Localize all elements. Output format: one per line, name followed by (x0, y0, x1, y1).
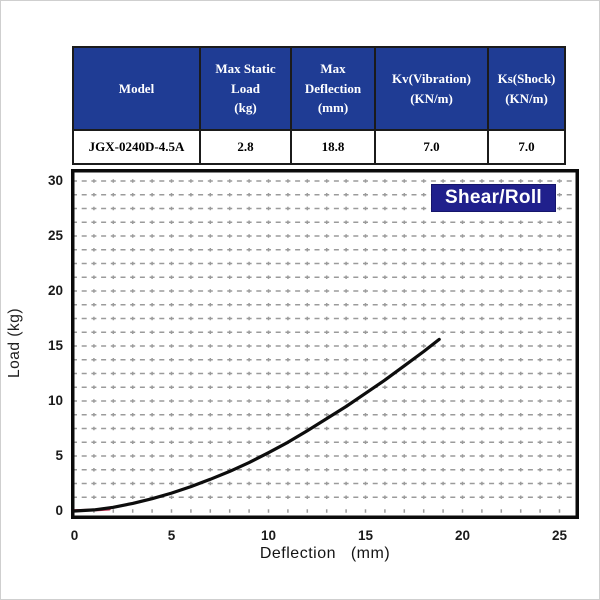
y-tick-label: 25 (47, 228, 63, 243)
shear-roll-badge-label: Shear/Roll (445, 187, 542, 208)
x-tick-label: 15 (357, 528, 374, 543)
y-tick-label: 0 (55, 503, 63, 518)
x-axis-title: Deflection (mm) (259, 545, 391, 562)
x-tick-label: 25 (551, 528, 568, 543)
load-deflection-curve (72, 337, 441, 513)
spec-cell-max-deflection: 18.8 (290, 129, 376, 165)
spec-table-header-row: Model Max Static Load (kg) Max Deflectio… (72, 46, 566, 131)
spec-cell-model: JGX-0240D-4.5A (72, 129, 201, 165)
x-tick-label: 5 (167, 528, 176, 543)
spec-table-data-row: JGX-0240D-4.5A 2.8 18.8 7.0 7.0 (72, 129, 566, 165)
x-tick-label: 10 (260, 528, 277, 543)
y-tick-label: 15 (47, 338, 63, 353)
plot-area (71, 169, 579, 519)
y-tick-label: 30 (47, 173, 63, 188)
spec-cell-kv-vibration: 7.0 (374, 129, 489, 165)
y-tick-label: 20 (47, 283, 63, 298)
spec-header-kv-vibration: Kv(Vibration) (KN/m) (374, 46, 489, 131)
spec-cell-max-static-load: 2.8 (199, 129, 292, 165)
spec-header-model: Model (72, 46, 201, 131)
shear-roll-badge: Shear/Roll (431, 184, 556, 212)
spec-header-ks-shock: Ks(Shock) (KN/m) (487, 46, 566, 131)
spec-table: Model Max Static Load (kg) Max Deflectio… (72, 46, 566, 165)
spec-cell-ks-shock: 7.0 (487, 129, 566, 165)
spec-header-max-deflection: Max Deflection (mm) (290, 46, 376, 131)
y-tick-label: 10 (47, 393, 63, 408)
x-tick-label: 20 (454, 528, 471, 543)
y-tick-label: 5 (55, 448, 63, 463)
x-tick-label: 0 (70, 528, 79, 543)
spec-header-max-static-load: Max Static Load (kg) (199, 46, 292, 131)
load-deflection-chart: Load (kg) 0 5 10 15 20 25 30 0 5 10 15 20 25 Shear/… (1, 161, 599, 599)
plot-border (71, 169, 579, 519)
